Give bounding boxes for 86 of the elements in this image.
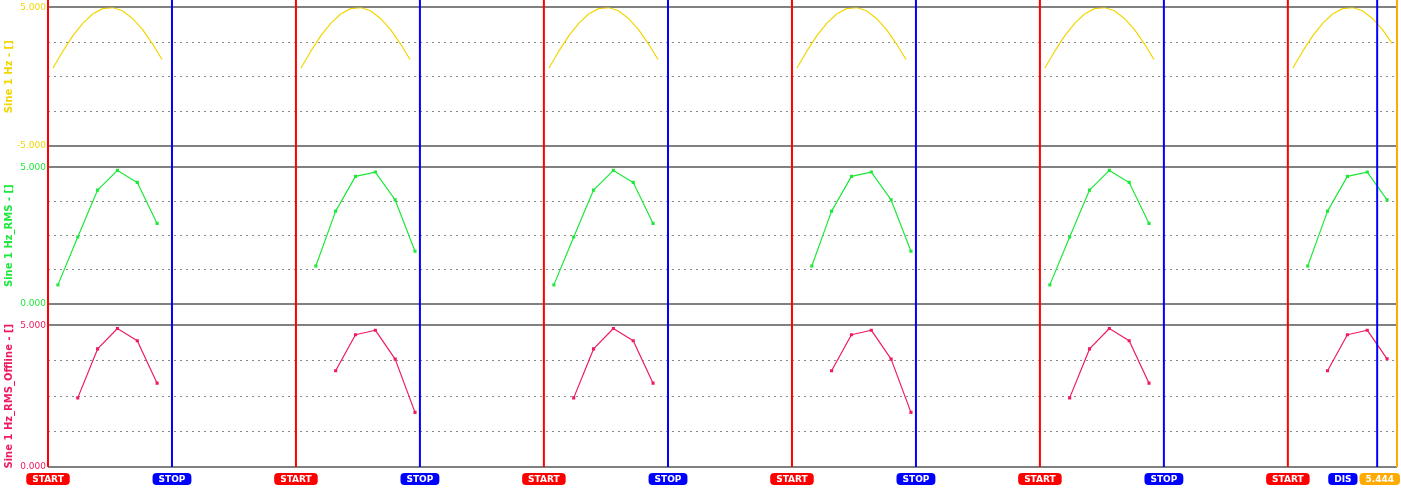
text: START bbox=[1024, 473, 1057, 484]
point bbox=[115, 326, 119, 331]
point bbox=[135, 339, 139, 343]
point bbox=[849, 174, 853, 178]
point bbox=[1365, 170, 1369, 174]
point bbox=[334, 209, 338, 213]
point bbox=[413, 249, 417, 253]
point bbox=[1385, 357, 1389, 361]
text: START bbox=[32, 473, 65, 484]
point bbox=[572, 235, 576, 239]
point bbox=[1087, 188, 1092, 192]
point bbox=[115, 168, 119, 172]
point bbox=[1068, 396, 1072, 400]
y-tick-label: 5.000 bbox=[20, 1, 47, 12]
point bbox=[631, 339, 635, 343]
point bbox=[56, 283, 60, 287]
text: START bbox=[280, 473, 313, 484]
point bbox=[869, 328, 873, 332]
point bbox=[76, 235, 80, 239]
y-tick-label: -5.000 bbox=[16, 140, 47, 151]
text: START bbox=[776, 473, 809, 484]
point bbox=[611, 326, 615, 331]
point bbox=[393, 357, 397, 361]
point bbox=[810, 264, 814, 268]
y-tick-label: 0.000 bbox=[20, 461, 47, 472]
point bbox=[373, 328, 377, 332]
point bbox=[1107, 168, 1111, 172]
point bbox=[155, 381, 159, 385]
point bbox=[1107, 326, 1111, 331]
point bbox=[155, 221, 159, 225]
point bbox=[393, 198, 397, 202]
text: 5.444 bbox=[1365, 473, 1394, 484]
point bbox=[1365, 328, 1369, 332]
point bbox=[1385, 198, 1389, 202]
point bbox=[592, 188, 596, 192]
y-axis-title: Sine 1 Hz - [] bbox=[2, 40, 14, 114]
y-tick-label: 5.000 bbox=[20, 319, 47, 330]
text: DIS bbox=[1334, 473, 1352, 484]
point bbox=[1147, 221, 1151, 225]
point bbox=[869, 170, 873, 174]
point bbox=[849, 333, 853, 337]
point bbox=[1345, 174, 1349, 178]
point bbox=[1345, 333, 1349, 337]
point bbox=[651, 221, 655, 225]
point bbox=[413, 410, 417, 414]
point bbox=[1147, 381, 1151, 385]
y-tick-label: 0.000 bbox=[20, 298, 47, 309]
text: STOP bbox=[654, 473, 682, 484]
point bbox=[572, 396, 576, 400]
point bbox=[830, 209, 834, 213]
point bbox=[76, 396, 80, 400]
point bbox=[909, 249, 913, 253]
text: STOP bbox=[406, 473, 434, 484]
point bbox=[96, 347, 100, 351]
point bbox=[1326, 209, 1330, 213]
point bbox=[611, 168, 615, 172]
point bbox=[631, 180, 635, 184]
point bbox=[334, 369, 338, 373]
point bbox=[592, 347, 596, 351]
point bbox=[314, 264, 318, 268]
point bbox=[830, 369, 834, 373]
point bbox=[909, 410, 913, 414]
point bbox=[1127, 339, 1131, 343]
y-axis-title: Sine 1 Hz_RMS_Offline - [] bbox=[2, 323, 15, 469]
point bbox=[1127, 180, 1131, 184]
y-tick-label: 5.000 bbox=[20, 161, 47, 172]
point bbox=[889, 357, 893, 361]
point bbox=[373, 170, 377, 174]
text: STOP bbox=[1150, 473, 1178, 484]
point bbox=[552, 283, 556, 287]
point bbox=[96, 188, 100, 192]
point bbox=[353, 174, 358, 178]
point bbox=[1087, 347, 1092, 351]
point bbox=[1048, 283, 1052, 287]
y-axis-title: Sine 1 Hz_RMS - [] bbox=[2, 184, 15, 288]
point bbox=[353, 333, 358, 337]
point bbox=[889, 198, 893, 202]
point bbox=[1326, 369, 1330, 373]
point bbox=[1306, 264, 1310, 268]
text: START bbox=[528, 473, 561, 484]
point bbox=[135, 180, 139, 184]
text: START bbox=[1272, 473, 1305, 484]
text: STOP bbox=[902, 473, 930, 484]
text: STOP bbox=[158, 473, 186, 484]
point bbox=[651, 381, 655, 385]
point bbox=[1068, 235, 1072, 239]
